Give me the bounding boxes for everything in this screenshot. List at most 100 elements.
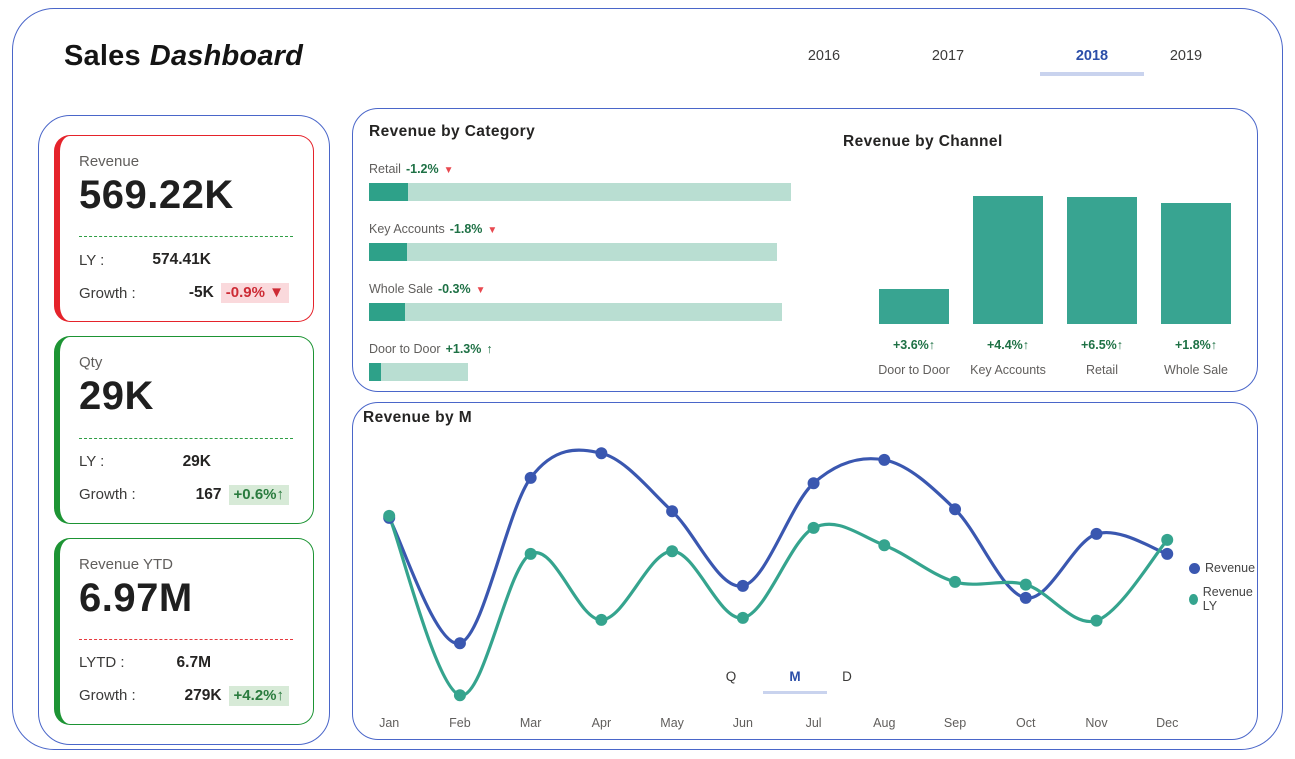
revenue-by-category-chart: Revenue by Category Retail -1.2% ▼ Key Acco… xyxy=(369,123,809,381)
data-point-revenue-sep[interactable] xyxy=(949,503,962,516)
channel-growth-pct: +6.5%↑ xyxy=(1080,338,1124,352)
category-chart-title: Revenue by Category xyxy=(369,123,536,140)
period-toggle-d[interactable]: D xyxy=(842,669,852,684)
kpi-growth-badge: +0.6%↑ xyxy=(228,484,289,505)
category-bar-highlight xyxy=(369,243,407,261)
year-tab-2019[interactable]: 2019 xyxy=(1169,48,1203,64)
x-axis-label-dec: Dec xyxy=(1156,716,1178,730)
legend-label: Revenue xyxy=(1205,561,1256,575)
data-point-revenue-jun[interactable] xyxy=(736,579,749,592)
x-axis-label-feb: Feb xyxy=(449,716,471,730)
channel-bar[interactable] xyxy=(879,289,949,324)
channel-name: Door to Door xyxy=(878,363,950,377)
category-bar-highlight xyxy=(369,303,405,321)
data-point-revenue-mar[interactable] xyxy=(524,471,537,484)
kpi-card-divider xyxy=(79,437,293,439)
data-point-revenue-ly-sep[interactable] xyxy=(949,575,962,588)
channel-name: Whole Sale xyxy=(1164,363,1228,377)
data-point-revenue-jul[interactable] xyxy=(807,477,820,490)
x-axis-label-jun: Jun xyxy=(733,716,753,730)
kpi-card-label: Revenue YTD xyxy=(79,555,173,573)
data-point-revenue-ly-may[interactable] xyxy=(666,545,679,558)
data-point-revenue-ly-jun[interactable] xyxy=(736,611,749,624)
top-charts-panel: Revenue by Category Retail -1.2% ▼ Key Acco… xyxy=(352,108,1258,392)
down-arrow-icon: ▼ xyxy=(475,285,486,296)
x-axis-label-jan: Jan xyxy=(379,716,399,730)
kpi-growth-badge: -0.9% ▼ xyxy=(220,283,289,304)
legend-item-revenue-ly[interactable]: Revenue LY xyxy=(1189,585,1257,613)
channel-bar[interactable] xyxy=(973,196,1043,324)
line-chart-legend: Revenue Revenue LY xyxy=(1189,561,1257,623)
category-bar[interactable] xyxy=(369,303,782,321)
category-row-key-accounts: Key Accounts -1.8% ▼ xyxy=(369,222,809,261)
year-tab-2017[interactable]: 2017 xyxy=(931,48,965,64)
data-point-revenue-apr[interactable] xyxy=(595,447,608,460)
data-point-revenue-ly-dec[interactable] xyxy=(1161,533,1174,546)
channel-name: Key Accounts xyxy=(970,363,1046,377)
category-name: Retail xyxy=(369,162,401,176)
category-bar[interactable] xyxy=(369,363,468,381)
category-bar[interactable] xyxy=(369,243,777,261)
channel-bar[interactable] xyxy=(1161,203,1231,324)
category-row-label: Retail -1.2% ▼ xyxy=(369,162,809,176)
channel-column-retail: +6.5%↑ Retail xyxy=(1055,187,1149,377)
page-title-sales: Sales xyxy=(64,40,141,72)
data-point-revenue-oct[interactable] xyxy=(1019,591,1032,604)
category-bar[interactable] xyxy=(369,183,791,201)
category-row-retail: Retail -1.2% ▼ xyxy=(369,162,809,201)
year-tab-2018[interactable]: 2018 xyxy=(1040,48,1144,76)
channel-bar[interactable] xyxy=(1067,197,1137,324)
year-tab-2016[interactable]: 2016 xyxy=(807,48,841,64)
period-toggle-q[interactable]: Q xyxy=(725,669,737,684)
kpi-card-qty: Qty 29K LY : 29K Growth : 167 +0.6%↑ xyxy=(54,336,314,524)
revenue-by-channel-chart: Revenue by Channel +3.6%↑ Door to Door +4.… xyxy=(831,129,1251,377)
kpi-card-value: 29K xyxy=(79,374,154,419)
data-point-revenue-ly-feb[interactable] xyxy=(453,689,466,702)
category-row-whole-sale: Whole Sale -0.3% ▼ xyxy=(369,282,809,321)
x-axis-label-apr: Apr xyxy=(592,716,611,730)
data-point-revenue-ly-mar[interactable] xyxy=(524,547,537,560)
page-title: Sales Dashboard xyxy=(64,40,303,73)
kpi-column: Revenue 569.22K LY : 574.41K Growth : -5K -0.9… xyxy=(38,115,330,745)
x-axis-label-mar: Mar xyxy=(520,716,542,730)
category-row-door-to-door: Door to Door +1.3% ↑ xyxy=(369,342,809,381)
category-growth-pct: -0.3% xyxy=(437,282,471,296)
down-arrow-icon: ▼ xyxy=(443,165,454,176)
category-row-label: Whole Sale -0.3% ▼ xyxy=(369,282,809,296)
channel-bar-area xyxy=(879,187,949,324)
data-point-revenue-ly-apr[interactable] xyxy=(595,613,608,626)
category-growth-pct: -1.8% xyxy=(449,222,483,236)
period-toggle-m[interactable]: M xyxy=(763,669,827,694)
line-chart-title: Revenue by M xyxy=(363,409,473,426)
data-point-revenue-ly-aug[interactable] xyxy=(878,539,891,552)
data-point-revenue-aug[interactable] xyxy=(878,453,891,466)
legend-item-revenue[interactable]: Revenue xyxy=(1189,561,1257,575)
legend-dot-icon xyxy=(1189,562,1200,574)
kpi-row-value: 167 xyxy=(195,485,222,503)
category-name: Door to Door xyxy=(369,342,441,356)
line-chart-svg: Jan Feb Mar Apr May Jun Jul Aug Sep Oct Nov Dec xyxy=(379,447,1178,730)
x-axis-label-jul: Jul xyxy=(806,716,822,730)
data-point-revenue-dec[interactable] xyxy=(1161,547,1174,560)
x-axis-label-oct: Oct xyxy=(1016,716,1036,730)
kpi-row-label: Growth : xyxy=(79,284,136,302)
channel-bars: +3.6%↑ Door to Door +4.4%↑ Key Accounts +6.5… xyxy=(867,187,1251,377)
data-point-revenue-ly-oct[interactable] xyxy=(1019,578,1032,591)
channel-name: Retail xyxy=(1086,363,1118,377)
channel-column-door-to-door: +3.6%↑ Door to Door xyxy=(867,187,961,377)
kpi-row-value: 279K xyxy=(184,686,222,704)
x-axis-label-aug: Aug xyxy=(873,716,895,730)
data-point-revenue-nov[interactable] xyxy=(1090,527,1103,540)
data-point-revenue-ly-nov[interactable] xyxy=(1090,614,1103,627)
channel-column-whole-sale: +1.8%↑ Whole Sale xyxy=(1149,187,1243,377)
data-point-revenue-ly-jan[interactable] xyxy=(383,509,396,522)
kpi-card-divider xyxy=(79,638,293,640)
data-point-revenue-ly-jul[interactable] xyxy=(807,521,820,534)
kpi-card-value: 6.97M xyxy=(79,575,193,620)
data-point-revenue-feb[interactable] xyxy=(453,637,466,650)
page-title-dashboard: Dashboard xyxy=(149,40,304,72)
category-growth-pct: -1.2% xyxy=(405,162,439,176)
channel-column-key-accounts: +4.4%↑ Key Accounts xyxy=(961,187,1055,377)
kpi-row-value: 6.7M xyxy=(176,653,211,671)
data-point-revenue-may[interactable] xyxy=(666,505,679,518)
